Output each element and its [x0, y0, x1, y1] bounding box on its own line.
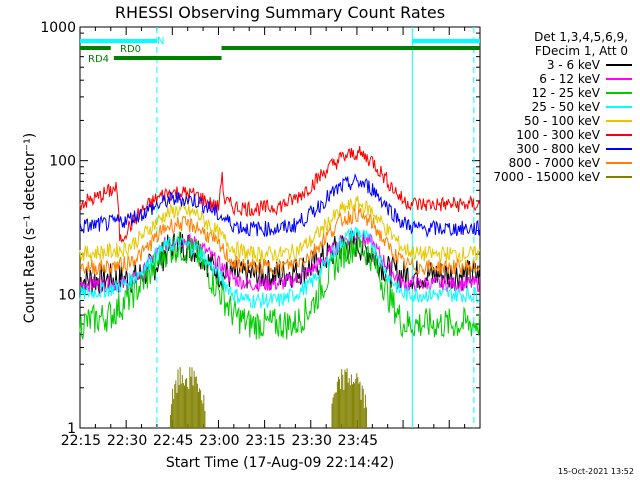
legend: Det 1,3,4,5,6,9, FDecim 1, Att 0 3 - 6 k… [470, 30, 636, 184]
legend-swatch [606, 162, 632, 164]
legend-entry-label: 7000 - 15000 keV [493, 170, 600, 184]
series-25-50-kev [79, 227, 480, 309]
flag-label-n: N [157, 36, 164, 47]
x-tick-label: 23:15 [245, 433, 285, 449]
series-line [79, 227, 480, 309]
axes: 1 10 100 1000 22:15 22:30 22:45 23:00 23:15 23:30… [40, 20, 481, 449]
legend-entry: 300 - 800 keV [470, 142, 636, 156]
y-tick-label: 100 [49, 154, 76, 170]
legend-swatch [606, 92, 632, 94]
legend-entry: 100 - 300 keV [470, 128, 636, 142]
y-tick-label: 1000 [40, 20, 76, 36]
legend-swatch [606, 148, 632, 150]
x-tick-label: 22:45 [153, 433, 193, 449]
legend-entry: 3 - 6 keV [470, 58, 636, 72]
vertical-markers [156, 27, 475, 428]
legend-entry-label: 25 - 50 keV [531, 100, 600, 114]
legend-swatch [606, 78, 632, 80]
legend-entry-label: 6 - 12 keV [539, 72, 600, 86]
y-tick-label: 1 [67, 421, 76, 437]
plot-frame [79, 26, 481, 429]
series-50-100-kev [79, 195, 481, 264]
footer-timestamp: 15-Oct-2021 13:52 [558, 467, 634, 476]
x-tick-label: 23:30 [292, 433, 332, 449]
x-tick-label: 22:30 [107, 433, 147, 449]
legend-entry: 25 - 50 keV [470, 100, 636, 114]
x-tick-label: 23:45 [338, 433, 378, 449]
legend-entries: 3 - 6 keV 6 - 12 keV 12 - 25 keV 25 - 50 ke… [470, 58, 636, 184]
legend-entry-label: 300 - 800 keV [516, 142, 600, 156]
flag-bars: N RD0 RD4 [80, 36, 480, 65]
legend-entry-label: 50 - 100 keV [523, 114, 600, 128]
y-axis-label: Count Rate (s⁻¹ detector⁻¹) [22, 133, 38, 323]
series-12-25-kev [79, 230, 481, 341]
legend-entry: 7000 - 15000 keV [470, 170, 636, 184]
legend-entry: 800 - 7000 keV [470, 156, 636, 170]
legend-header-line-2: FDecim 1, Att 0 [534, 44, 628, 58]
series-line [79, 195, 481, 264]
flag-label-rd4: RD4 [88, 54, 109, 65]
legend-entry-label: 800 - 7000 keV [508, 156, 600, 170]
series-line [79, 145, 481, 243]
chart-title: RHESSI Observing Summary Count Rates [115, 3, 445, 22]
legend-swatch [606, 176, 632, 178]
x-tick-label: 22:15 [61, 433, 101, 449]
series-line [79, 206, 481, 276]
y-tick-label: 10 [58, 287, 76, 303]
legend-entry-label: 3 - 6 keV [546, 58, 600, 72]
series-lines [79, 145, 481, 428]
flag-label-rd0: RD0 [120, 44, 141, 55]
x-tick-label: 23:00 [199, 433, 239, 449]
legend-swatch [606, 120, 632, 122]
legend-swatch [606, 106, 632, 108]
series-800-7000-kev [79, 206, 481, 276]
legend-entry: 12 - 25 keV [470, 86, 636, 100]
legend-header-line-1: Det 1,3,4,5,6,9, [534, 30, 628, 44]
legend-swatch [606, 134, 632, 136]
legend-entry-label: 100 - 300 keV [516, 128, 600, 142]
series-line [79, 173, 481, 239]
series-7000-15000-kev [169, 367, 367, 428]
series-300-800-kev [79, 173, 481, 239]
legend-entry: 6 - 12 keV [470, 72, 636, 86]
x-axis-label: Start Time (17-Aug-09 22:14:42) [166, 455, 394, 471]
legend-swatch [606, 64, 632, 66]
series-line [79, 230, 481, 341]
series-100-300-kev [79, 145, 481, 243]
legend-entry: 50 - 100 keV [470, 114, 636, 128]
legend-entry-label: 12 - 25 keV [531, 86, 600, 100]
